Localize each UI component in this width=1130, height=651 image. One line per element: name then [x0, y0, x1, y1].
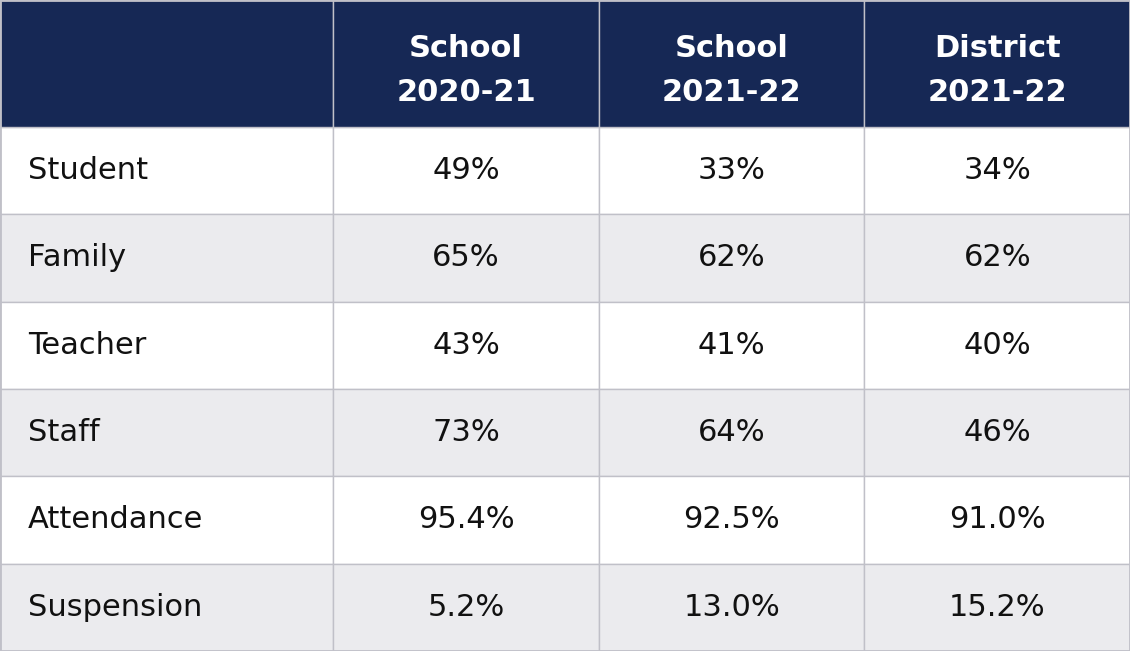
Text: 33%: 33% — [697, 156, 766, 185]
Bar — [599, 389, 864, 477]
Text: 43%: 43% — [433, 331, 499, 360]
Text: Teacher: Teacher — [28, 331, 147, 360]
Bar — [333, 564, 599, 651]
Text: Attendance: Attendance — [28, 505, 203, 534]
Text: 62%: 62% — [698, 243, 765, 273]
Text: 2020-21: 2020-21 — [397, 78, 536, 107]
Text: 46%: 46% — [964, 418, 1031, 447]
Text: School: School — [409, 34, 523, 62]
Text: 49%: 49% — [433, 156, 499, 185]
Bar — [0, 0, 333, 127]
Bar — [0, 214, 333, 301]
Bar — [599, 0, 864, 127]
Bar — [599, 564, 864, 651]
Text: Student: Student — [28, 156, 148, 185]
Text: 2021-22: 2021-22 — [662, 78, 801, 107]
Bar — [599, 127, 864, 214]
Text: 15.2%: 15.2% — [949, 593, 1045, 622]
Text: 2021-22: 2021-22 — [928, 78, 1067, 107]
Bar — [864, 389, 1130, 477]
Text: 34%: 34% — [964, 156, 1031, 185]
Bar — [333, 214, 599, 301]
Text: 92.5%: 92.5% — [684, 505, 780, 534]
Text: Suspension: Suspension — [28, 593, 202, 622]
Text: District: District — [933, 34, 1061, 62]
Bar — [0, 564, 333, 651]
Text: Staff: Staff — [28, 418, 99, 447]
Bar — [333, 127, 599, 214]
Bar — [864, 0, 1130, 127]
Bar — [0, 301, 333, 389]
Text: 40%: 40% — [964, 331, 1031, 360]
Bar — [0, 477, 333, 564]
Bar — [333, 301, 599, 389]
Bar — [599, 214, 864, 301]
Text: 64%: 64% — [698, 418, 765, 447]
Text: 73%: 73% — [433, 418, 499, 447]
Bar — [599, 301, 864, 389]
Bar — [864, 214, 1130, 301]
Bar — [599, 477, 864, 564]
Bar — [333, 0, 599, 127]
Bar — [864, 564, 1130, 651]
Bar — [333, 389, 599, 477]
Bar — [0, 389, 333, 477]
Bar — [864, 477, 1130, 564]
Bar — [333, 477, 599, 564]
Text: 95.4%: 95.4% — [418, 505, 514, 534]
Text: Family: Family — [28, 243, 127, 273]
Text: 91.0%: 91.0% — [949, 505, 1045, 534]
Text: 13.0%: 13.0% — [684, 593, 780, 622]
Bar — [864, 301, 1130, 389]
Text: School: School — [675, 34, 789, 62]
Bar — [0, 127, 333, 214]
Text: 41%: 41% — [698, 331, 765, 360]
Text: 5.2%: 5.2% — [427, 593, 505, 622]
Text: 65%: 65% — [433, 243, 499, 273]
Bar — [864, 127, 1130, 214]
Text: 62%: 62% — [964, 243, 1031, 273]
